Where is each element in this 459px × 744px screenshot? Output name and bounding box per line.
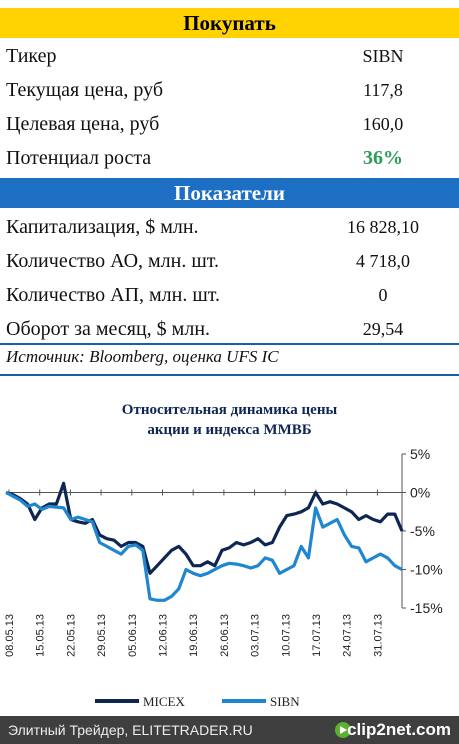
summary-value: SIBN xyxy=(362,46,404,66)
y-tick-label: 0% xyxy=(410,485,430,501)
summary-row-current-price: Текущая цена, руб 117,8 xyxy=(0,73,459,107)
indicator-row-market-cap: Капитализация, $ млн. 16 828,10 xyxy=(0,210,459,244)
summary-value: 160,0 xyxy=(362,114,404,134)
y-tick-label: 5% xyxy=(410,446,430,462)
clip2net-logo-icon xyxy=(335,722,351,738)
x-tick-label: 29.05.13 xyxy=(96,614,108,657)
y-tick-label: -10% xyxy=(410,562,443,578)
indicator-value: 29,54 xyxy=(362,319,404,339)
indicator-label: Капитализация, $ млн. xyxy=(6,216,199,238)
chart-title-line-1: Относительная динамика цены xyxy=(121,402,338,418)
indicators-title: Показатели xyxy=(173,181,286,205)
indicator-label: Количество АП, млн. шт. xyxy=(6,284,220,306)
buy-title: Покупать xyxy=(183,11,276,35)
x-tick-label: 08.05.13 xyxy=(4,614,16,657)
indicator-label: Оборот за месяц, $ млн. xyxy=(6,318,211,340)
indicator-row-common-shares: Количество АО, млн. шт. 4 718,0 xyxy=(0,244,459,278)
legend-label-micex: MICEX xyxy=(143,694,186,709)
indicator-row-monthly-turnover: Оборот за месяц, $ млн. 29,54 xyxy=(0,312,459,346)
summary-label: Текущая цена, руб xyxy=(6,79,164,101)
summary-row-ticker: Тикер SIBN xyxy=(0,39,459,73)
x-tick-label: 12.06.13 xyxy=(157,614,169,657)
brand-label: clip2net.com xyxy=(347,720,451,739)
indicator-row-preferred-shares: Количество АП, млн. шт. 0 xyxy=(0,278,459,312)
y-tick-label: -15% xyxy=(410,600,443,616)
summary-row-upside: Потенциал роста 36% xyxy=(0,141,459,175)
summary-label: Потенциал роста xyxy=(6,147,152,169)
x-tick-label: 03.07.13 xyxy=(250,614,262,657)
x-tick-label: 15.05.13 xyxy=(35,614,47,657)
summary-value: 117,8 xyxy=(363,80,403,100)
x-tick-label: 24.07.13 xyxy=(342,614,354,657)
x-tick-label: 10.07.13 xyxy=(280,614,292,657)
upside-value: 36% xyxy=(363,147,403,169)
indicator-value: 4 718,0 xyxy=(356,251,410,271)
summary-label: Целевая цена, руб xyxy=(6,113,160,135)
source-note: Источник: Bloomberg, оценка UFS IC xyxy=(6,347,279,366)
x-tick-label: 31.07.13 xyxy=(372,614,384,657)
indicators-band: Показатели xyxy=(0,178,459,208)
buy-band: Покупать xyxy=(0,8,459,38)
relative-dynamics-chart: 5% 0% -5% -10% -15% 08.05.13 15.05.13 22.05.13 2… xyxy=(4,446,443,709)
indicator-label: Количество АО, млн. шт. xyxy=(6,250,219,272)
indicator-value: 0 xyxy=(378,285,388,305)
indicator-value: 16 828,10 xyxy=(347,217,419,237)
summary-row-target-price: Целевая цена, руб 160,0 xyxy=(0,107,459,141)
x-tick-label: 26.06.13 xyxy=(219,614,231,657)
x-tick-label: 05.06.13 xyxy=(127,614,139,657)
series-line-sibn xyxy=(5,491,403,602)
footer-text: Элитный Трейдер, ELITETRADER.RU xyxy=(8,722,253,738)
legend-label-sibn: SIBN xyxy=(270,694,300,709)
divider xyxy=(0,374,459,376)
divider xyxy=(0,343,459,345)
y-tick-label: -5% xyxy=(410,523,435,539)
x-tick-label: 17.07.13 xyxy=(311,614,323,657)
summary-label: Тикер xyxy=(6,45,57,67)
footer-bar: Элитный Трейдер, ELITETRADER.RU clip2net… xyxy=(0,716,459,744)
chart-title-line-2: акции и индекса ММВБ xyxy=(147,422,312,438)
x-tick-label: 19.06.13 xyxy=(188,614,200,657)
x-tick-label: 22.05.13 xyxy=(65,614,77,657)
